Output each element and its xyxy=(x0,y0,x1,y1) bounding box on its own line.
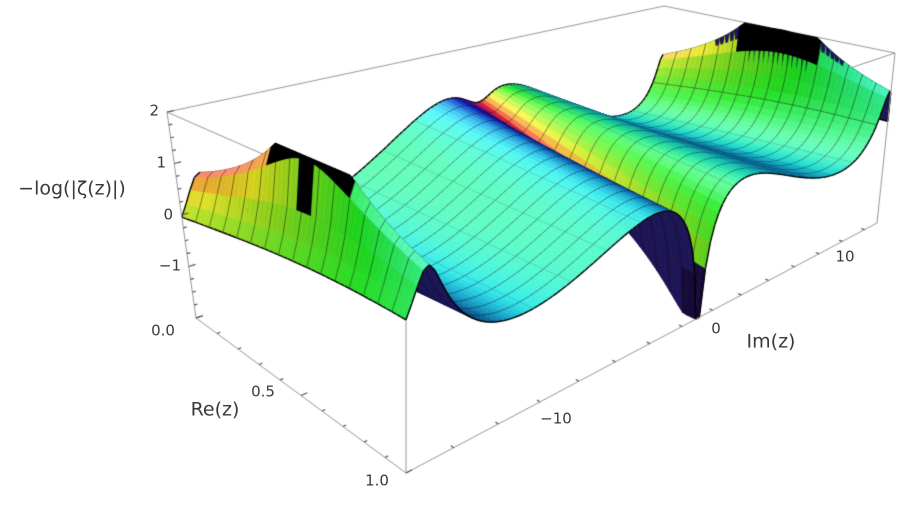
y-tick-label-10: 10 xyxy=(835,247,855,266)
x-tick-label-05: 0.5 xyxy=(251,382,275,401)
z-axis-title: −log(|ζ(z)|) xyxy=(18,177,126,200)
z-tick-label-2: 2 xyxy=(149,101,159,120)
y-tick-label-0: 0 xyxy=(711,319,721,338)
z-tick-label-1: 1 xyxy=(156,153,166,172)
y-tick-label-m10: −10 xyxy=(540,409,572,428)
x-axis-title: Re(z) xyxy=(190,398,240,421)
x-tick-label-00: 0.0 xyxy=(151,321,175,340)
x-tick-label-10: 1.0 xyxy=(365,471,389,490)
z-tick-label-m1: −1 xyxy=(158,256,181,275)
z-tick-label-0: 0 xyxy=(163,205,173,224)
y-axis-title: Im(z) xyxy=(746,330,796,353)
